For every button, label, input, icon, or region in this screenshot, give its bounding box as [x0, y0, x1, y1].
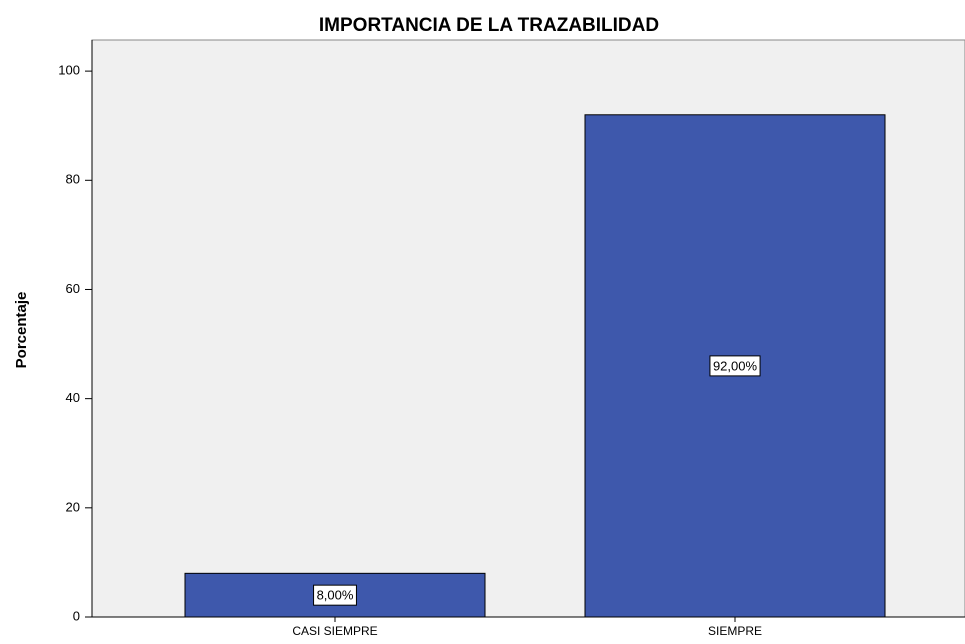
y-tick-label: 100: [58, 63, 80, 78]
y-axis-label: Porcentaje: [13, 292, 30, 369]
y-tick-label: 20: [66, 499, 80, 514]
x-tick-label: CASI SIEMPRE: [292, 624, 377, 638]
y-tick-label: 80: [66, 172, 80, 187]
x-tick-label: SIEMPRE: [708, 624, 762, 638]
chart-title: IMPORTANCIA DE LA TRAZABILIDAD: [319, 15, 659, 36]
y-tick-label: 60: [66, 281, 80, 296]
value-label-box: [709, 355, 761, 377]
value-label-box: [313, 584, 357, 606]
value-label: 92,00%: [713, 358, 758, 373]
y-tick-label: 0: [73, 608, 80, 623]
y-tick-label: 40: [66, 390, 80, 405]
value-label: 8,00%: [317, 588, 354, 603]
